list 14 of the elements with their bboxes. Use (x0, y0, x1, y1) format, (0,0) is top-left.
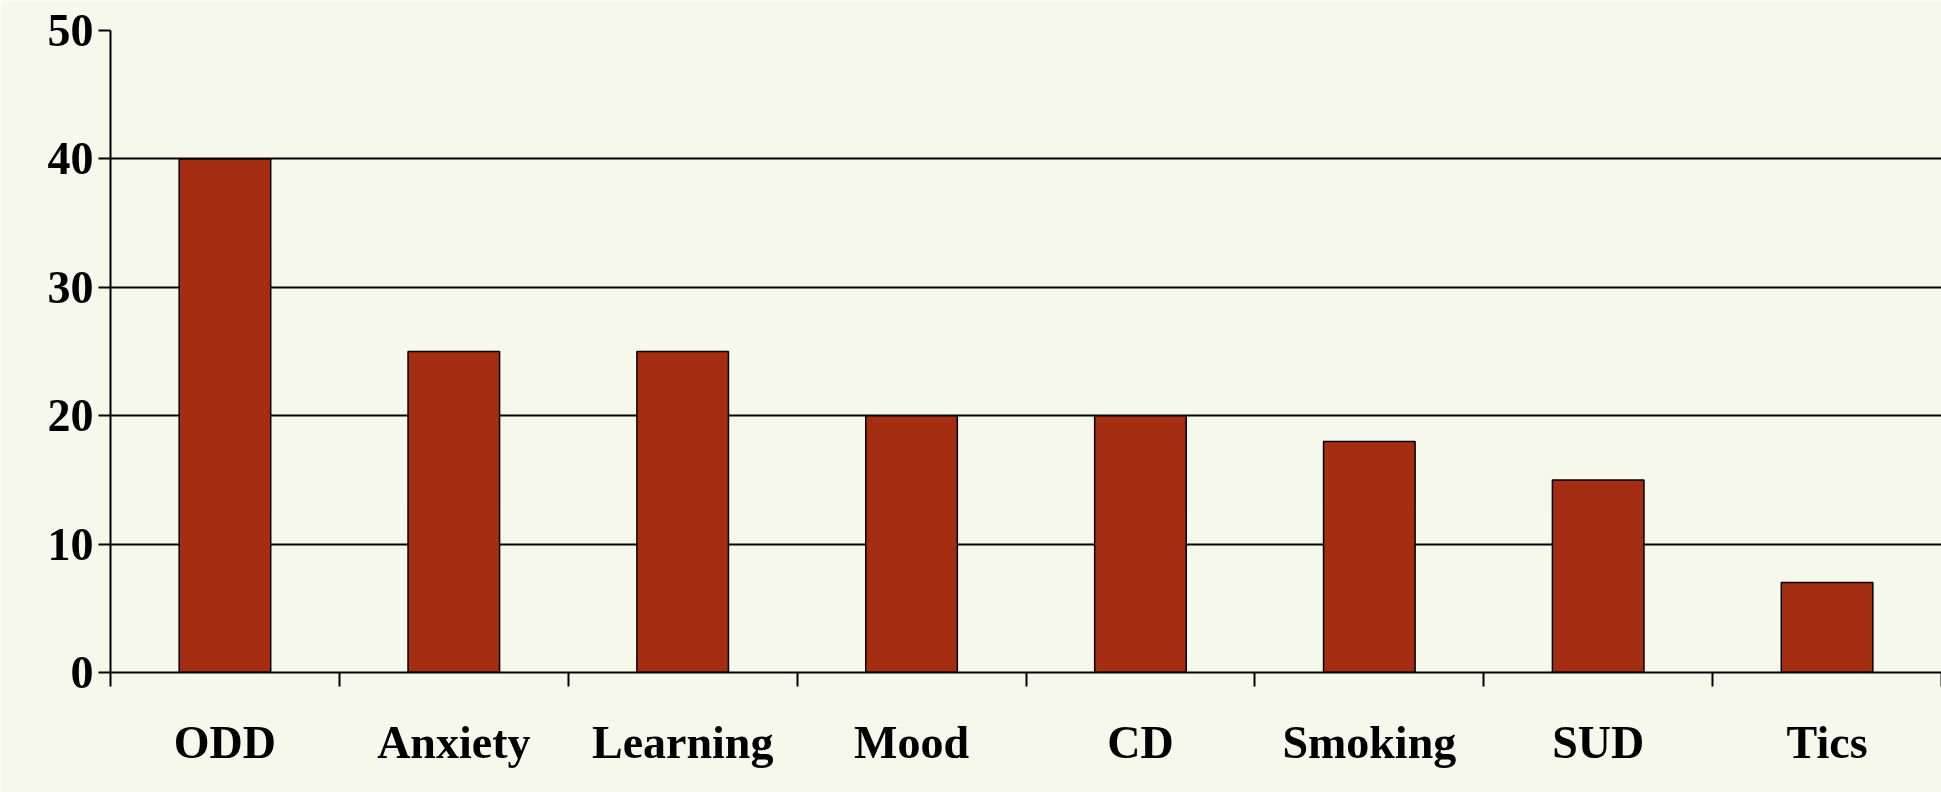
y-tick-label: 0 (70, 647, 94, 698)
x-tick-label: CD (1107, 716, 1174, 768)
y-tick-label: 20 (47, 390, 94, 442)
y-tick-label: 10 (47, 518, 94, 570)
x-tick-label: Smoking (1282, 716, 1457, 768)
x-tick-label: Tics (1786, 716, 1868, 768)
x-tick-label: Mood (854, 716, 970, 768)
y-tick-label: 30 (47, 261, 94, 313)
y-tick-label: 40 (47, 133, 94, 185)
y-tick-label: 50 (47, 5, 94, 56)
x-tick-label: Learning (591, 716, 774, 768)
x-tick-label: ODD (173, 716, 277, 768)
x-tick-label: SUD (1552, 716, 1645, 768)
x-tick-label: Anxiety (377, 716, 531, 768)
